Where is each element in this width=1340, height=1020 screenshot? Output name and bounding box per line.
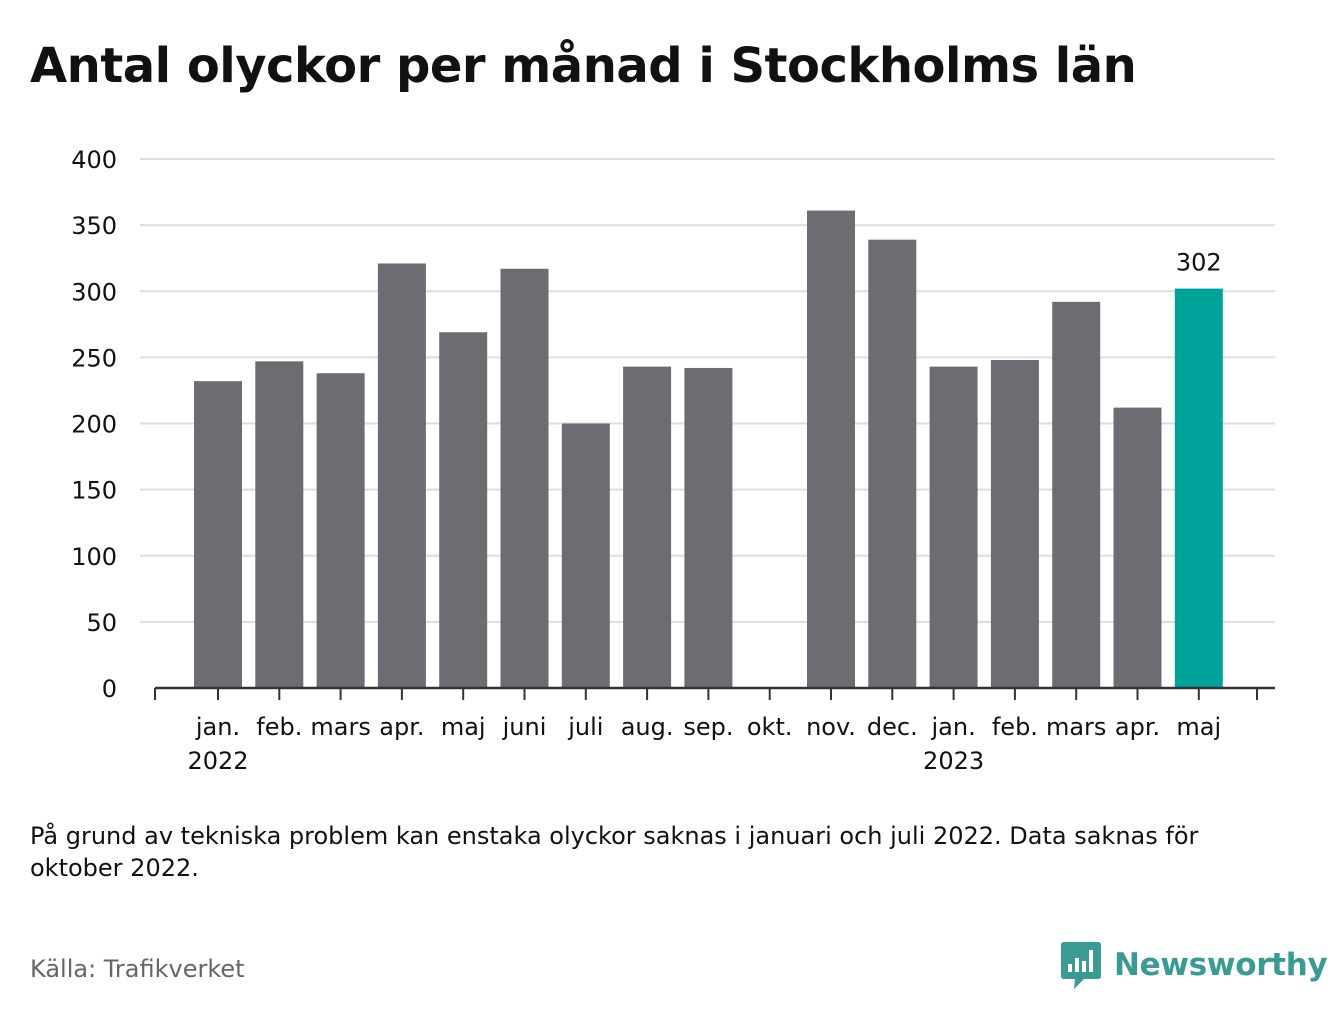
- y-tick-label: 300: [71, 278, 117, 306]
- newsworthy-logo-icon: [1061, 942, 1101, 989]
- bar-3: [377, 263, 426, 688]
- x-tick-label: jan.: [930, 713, 975, 741]
- x-tick-label: sep.: [683, 713, 733, 741]
- brand-name: Newsworthy: [1114, 947, 1328, 983]
- x-tick-label: feb.: [256, 713, 302, 741]
- y-tick-label: 350: [71, 212, 117, 240]
- chart-title: Antal olyckor per månad i Stockholms län: [30, 38, 1137, 94]
- bar-16: [1174, 288, 1223, 688]
- x-tick-label: mars: [310, 713, 370, 741]
- y-tick-label: 0: [102, 675, 117, 703]
- y-tick-label: 150: [71, 477, 117, 505]
- x-tick-label: okt.: [747, 713, 793, 741]
- bar-15: [1113, 407, 1162, 688]
- x-tick-label: feb.: [992, 713, 1038, 741]
- data-label: 302: [1176, 249, 1222, 277]
- bar-1: [255, 361, 304, 688]
- bar-0: [194, 381, 242, 688]
- bar-14: [1052, 301, 1101, 688]
- x-tick-label: apr.: [1115, 713, 1160, 741]
- x-tick-label: apr.: [379, 713, 424, 741]
- x-tick-label: aug.: [621, 713, 674, 741]
- x-tick-label: jan.: [195, 713, 240, 741]
- y-tick-label: 200: [71, 411, 117, 439]
- bar-4: [439, 332, 488, 688]
- x-tick-label: maj: [441, 713, 486, 741]
- bar-12: [929, 366, 978, 688]
- y-tick-label: 100: [71, 543, 117, 571]
- brand-logo[interactable]: Newsworthy: [1060, 940, 1328, 990]
- x-tick-label: maj: [1176, 713, 1221, 741]
- y-tick-label: 50: [86, 609, 117, 637]
- data-labels: 302: [1176, 249, 1222, 277]
- bar-5: [500, 268, 549, 688]
- bar-13: [990, 360, 1039, 688]
- bar-6: [561, 423, 610, 688]
- y-tick-label: 400: [71, 146, 117, 174]
- x-year-label: 2022: [187, 747, 248, 775]
- bar-11: [868, 239, 917, 689]
- bar-2: [316, 373, 365, 688]
- y-axis-tick-labels: 0 50 100 150 200 250 300 350 400: [71, 146, 117, 703]
- footnote: På grund av tekniska problem kan enstaka…: [30, 822, 1199, 882]
- x-year-label: 2023: [923, 747, 984, 775]
- x-tick-label: mars: [1046, 713, 1106, 741]
- bar-7: [623, 366, 672, 688]
- y-tick-label: 250: [71, 344, 117, 372]
- x-tick-label: nov.: [806, 713, 856, 741]
- bar-10: [807, 210, 855, 688]
- x-axis: jan. feb. mars apr. maj juni juli aug. sep. okt. n…: [154, 686, 1275, 775]
- x-tick-label: juli: [567, 713, 603, 741]
- source-text: Källa: Trafikverket: [30, 955, 245, 983]
- bar-chart: 0 50 100 150 200 250 300 350 400 302 jan. feb. mar…: [71, 146, 1275, 775]
- x-tick-label: dec.: [867, 713, 918, 741]
- x-tick-label: juni: [502, 713, 547, 741]
- bar-8: [684, 367, 733, 688]
- bars: [194, 210, 1223, 689]
